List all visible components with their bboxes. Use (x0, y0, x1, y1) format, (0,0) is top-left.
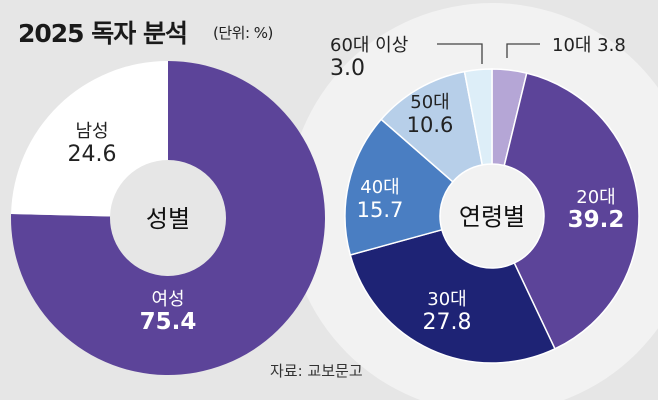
slice-value: 10.6 (407, 113, 454, 137)
slice-30대 (349, 228, 556, 364)
donut-center-label: 성별 (146, 205, 190, 233)
slice-value: 75.4 (140, 309, 197, 335)
slice-value: 15.7 (357, 198, 404, 222)
donut-center-label: 연령별 (459, 203, 525, 231)
slice-label: 20대 (576, 187, 615, 208)
slice-value: 27.8 (423, 310, 472, 335)
slice-남성 (11, 61, 169, 217)
slice-60대-이상 (463, 68, 493, 166)
slice-label: 50대 (410, 92, 449, 113)
unit-note: (단위: %) (213, 24, 273, 42)
slice-label: 10대 3.8 (552, 35, 626, 56)
slice-label: 남성 (75, 121, 108, 142)
source-note: 자료: 교보문고 (270, 362, 363, 380)
slice-20대 (503, 72, 640, 350)
label-leader-lines (437, 43, 540, 64)
slice-label: 40대 (360, 177, 399, 198)
slice-value: 39.2 (568, 207, 625, 233)
slice-여성 (11, 61, 325, 376)
slice-value: 3.0 (330, 56, 365, 81)
leader-line-10s (506, 43, 540, 58)
slice-label: 여성 (151, 289, 184, 310)
leader-line-60s (437, 43, 483, 64)
slice-value: 24.6 (68, 142, 117, 167)
chart-title: 2025 독자 분석 (18, 19, 188, 48)
slice-40대 (344, 118, 454, 256)
slice-label: 30대 (427, 289, 466, 310)
slice-label: 60대 이상 (330, 35, 408, 56)
